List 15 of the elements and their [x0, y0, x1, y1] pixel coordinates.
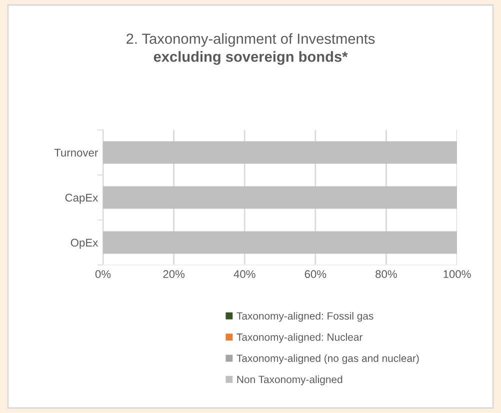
- x-tick-label: 60%: [304, 270, 326, 278]
- y-tick-label: Turnover: [54, 148, 98, 157]
- x-tick-label: 20%: [163, 270, 185, 278]
- y-tick-label: CapEx: [65, 194, 98, 204]
- x-tick-label: 0%: [95, 270, 111, 278]
- x-tick-label: 100%: [444, 270, 471, 278]
- chart-subtitle: excluding sovereign bonds*: [154, 51, 348, 65]
- x-tick-label: 40%: [234, 270, 256, 278]
- legend-label: Taxonomy-aligned: Fossil gas: [236, 312, 374, 322]
- chart-title: 2. Taxonomy-alignment of Investments: [126, 33, 375, 47]
- x-tick-label: 80%: [376, 270, 397, 278]
- y-tick-label: OpEx: [70, 238, 98, 249]
- legend-label: Taxonomy-aligned: Nuclear: [236, 333, 362, 343]
- legend-label: Non Taxonomy-aligned: [237, 376, 342, 386]
- legend-label: Taxonomy-aligned (no gas and nuclear): [236, 354, 419, 364]
